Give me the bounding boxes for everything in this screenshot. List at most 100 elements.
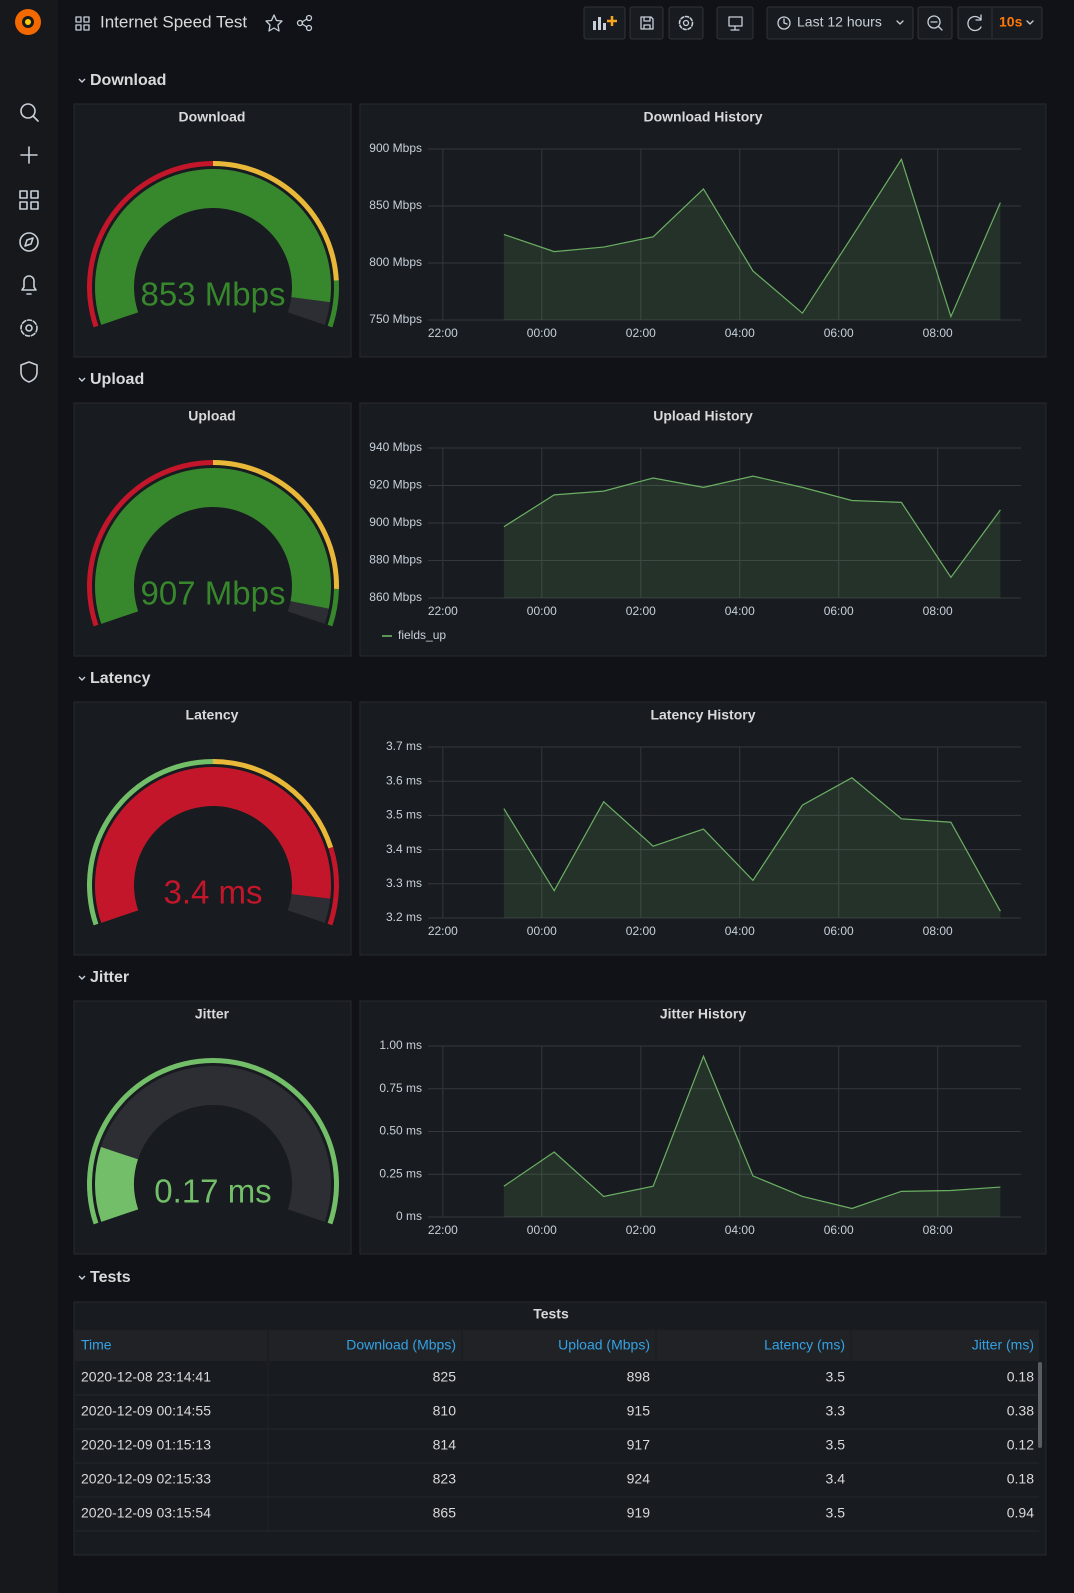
x-tick-label: 08:00	[923, 604, 953, 618]
panel	[359, 1000, 1047, 1255]
table-cell: 0.94	[1007, 1505, 1034, 1521]
table-cell: 823	[433, 1471, 457, 1487]
table-cell: 0.18	[1007, 1369, 1034, 1385]
column-header[interactable]: Jitter (ms)	[972, 1337, 1034, 1353]
sidebar-admin[interactable]	[20, 361, 38, 383]
row-title[interactable]: Download	[90, 72, 166, 89]
gauge-value-arc	[95, 1147, 139, 1222]
panel-title: Upload History	[653, 408, 753, 424]
gauge-value-arc	[95, 468, 332, 624]
column-header[interactable]: Latency (ms)	[764, 1337, 845, 1353]
refresh-interval[interactable]: 10s	[999, 14, 1023, 30]
table-cell: 0.18	[1007, 1471, 1034, 1487]
dashboard-icon[interactable]	[75, 16, 90, 31]
table-cell: 2020-12-09 01:15:13	[81, 1437, 211, 1453]
scrollbar[interactable]	[1038, 1362, 1042, 1448]
panel-title: Upload	[188, 408, 235, 424]
x-tick-label: 04:00	[725, 326, 755, 340]
area-fill	[503, 777, 1001, 918]
y-tick-label: 750 Mbps	[369, 312, 422, 326]
sidebar-create[interactable]	[20, 146, 38, 164]
area-fill	[503, 1056, 1001, 1217]
row-title[interactable]: Jitter	[90, 969, 129, 986]
panel-title: Latency History	[650, 707, 755, 723]
sidebar-explore[interactable]	[19, 232, 39, 252]
x-tick-label: 06:00	[824, 924, 854, 938]
x-tick-label: 00:00	[527, 924, 557, 938]
table-header	[75, 1330, 1039, 1361]
x-tick-label: 08:00	[923, 1223, 953, 1237]
row-collapse-icon	[78, 377, 86, 382]
x-tick-label: 00:00	[527, 326, 557, 340]
star-button[interactable]	[265, 14, 283, 32]
gauge-threshold	[327, 847, 339, 926]
sidebar-dashboards[interactable]	[19, 190, 39, 210]
gauge-value-arc	[94, 767, 331, 923]
table-cell: 915	[627, 1403, 651, 1419]
gauge-value: 0.17 ms	[154, 1173, 271, 1210]
row-collapse-icon	[78, 676, 86, 681]
y-tick-label: 900 Mbps	[369, 141, 422, 155]
y-tick-label: 940 Mbps	[369, 440, 422, 454]
gauge-value: 3.4 ms	[163, 874, 262, 911]
y-tick-label: 850 Mbps	[369, 198, 422, 212]
gauge-threshold	[327, 588, 339, 627]
table-cell: 2020-12-08 23:14:41	[81, 1369, 211, 1385]
table-cell: 919	[627, 1505, 651, 1521]
time-picker[interactable]	[766, 6, 914, 40]
area-fill	[503, 476, 1001, 598]
row-title[interactable]: Tests	[90, 1269, 131, 1286]
x-tick-label: 04:00	[725, 924, 755, 938]
column-header[interactable]: Upload (Mbps)	[558, 1337, 650, 1353]
x-tick-label: 00:00	[527, 1223, 557, 1237]
column-header[interactable]: Download (Mbps)	[346, 1337, 456, 1353]
add-panel-button[interactable]	[583, 6, 626, 40]
sidebar-alerting[interactable]	[21, 275, 37, 295]
sidebar-configuration[interactable]	[20, 319, 38, 337]
time-range[interactable]: Last 12 hours	[797, 14, 882, 30]
table-cell: 0.38	[1007, 1403, 1034, 1419]
table-cell: 3.5	[826, 1505, 846, 1521]
panel-title: Jitter History	[660, 1006, 747, 1022]
x-tick-label: 04:00	[725, 604, 755, 618]
row-title[interactable]: Latency	[90, 670, 151, 687]
y-tick-label: 880 Mbps	[369, 553, 422, 567]
x-tick-label: 02:00	[626, 1223, 656, 1237]
table-cell: 2020-12-09 03:15:54	[81, 1505, 211, 1521]
zoom-out-button[interactable]	[917, 6, 953, 40]
series-line	[503, 157, 1001, 319]
y-tick-label: 900 Mbps	[369, 515, 422, 529]
table-cell: 0.12	[1007, 1437, 1034, 1453]
panel-title: Jitter	[195, 1006, 230, 1022]
save-button[interactable]	[629, 6, 664, 40]
share-button[interactable]	[296, 14, 313, 32]
logo[interactable]	[15, 9, 41, 35]
x-tick-label: 22:00	[428, 924, 458, 938]
gauge-value-arc	[95, 169, 331, 325]
x-tick-label: 08:00	[923, 326, 953, 340]
panel-title: Download	[179, 109, 246, 125]
table-cell: 2020-12-09 00:14:55	[81, 1403, 211, 1419]
x-tick-label: 06:00	[824, 1223, 854, 1237]
table-cell: 814	[433, 1437, 457, 1453]
gauge-value: 907 Mbps	[141, 575, 286, 612]
row-title[interactable]: Upload	[90, 371, 144, 388]
dashboard-title[interactable]: Internet Speed Test	[100, 12, 247, 31]
column-header[interactable]: Time	[81, 1337, 112, 1353]
sidebar-search[interactable]	[20, 103, 39, 122]
panel	[359, 402, 1047, 657]
table-cell: 3.3	[826, 1403, 846, 1419]
x-tick-label: 06:00	[824, 326, 854, 340]
sidebar	[0, 0, 58, 1593]
settings-button[interactable]	[668, 6, 704, 40]
panel-title: Latency	[186, 707, 239, 723]
y-tick-label: 0.25 ms	[379, 1166, 422, 1180]
y-tick-label: 3.2 ms	[386, 910, 422, 924]
x-tick-label: 04:00	[725, 1223, 755, 1237]
legend-label[interactable]: fields_up	[398, 628, 446, 642]
series-line	[503, 475, 1001, 579]
tv-mode-button[interactable]	[716, 6, 754, 40]
refresh-button[interactable]	[957, 6, 1043, 40]
y-tick-label: 860 Mbps	[369, 590, 422, 604]
